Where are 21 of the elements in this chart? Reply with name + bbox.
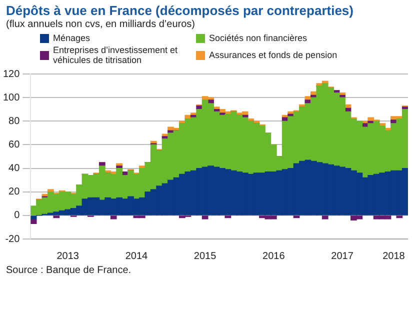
x-tick-label: 2013 [56,250,80,262]
source-note: Source : Banque de France. [5,265,132,276]
y-tick-label: 120 [2,68,20,80]
y-tick-label: 20 [8,186,20,198]
y-tick-label: 100 [2,92,20,104]
chart-subtitle: (flux annuels non cvs, en milliards d’euros) [5,18,196,31]
legend-label: Assurances et fonds de pension [209,50,338,60]
x-tick-label: 2014 [125,250,148,262]
y-tick-label: -20 [5,234,20,245]
x-tick-label: 2018 [382,250,406,262]
x-tick-label: 2016 [262,250,286,262]
x-tick-label: 2017 [331,250,354,262]
y-tick-label: 0 [14,210,20,222]
legend-label: Sociétés non financières [209,33,308,43]
legend-label: Ménages [53,33,90,43]
y-tick-label: 80 [8,116,20,127]
legend-label: Entreprises d’investissement et véhicules de titrisation [53,45,179,65]
x-tick-label: 2015 [194,250,217,262]
y-tick-label: 60 [8,139,20,150]
y-tick-label: 40 [8,163,20,174]
chart-title: Dépôts à vue en France (décomposés par contreparties) [5,2,354,18]
